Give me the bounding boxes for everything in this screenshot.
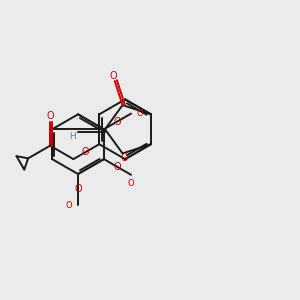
Text: O: O bbox=[121, 153, 128, 164]
Text: O: O bbox=[113, 162, 121, 172]
Text: O: O bbox=[128, 178, 134, 188]
Text: H: H bbox=[69, 132, 76, 141]
Text: O: O bbox=[113, 117, 121, 127]
Text: O: O bbox=[46, 111, 54, 121]
Text: O: O bbox=[109, 71, 117, 81]
Text: O: O bbox=[74, 184, 82, 194]
Text: O: O bbox=[66, 201, 72, 210]
Text: O: O bbox=[82, 147, 90, 157]
Text: O: O bbox=[137, 109, 143, 118]
